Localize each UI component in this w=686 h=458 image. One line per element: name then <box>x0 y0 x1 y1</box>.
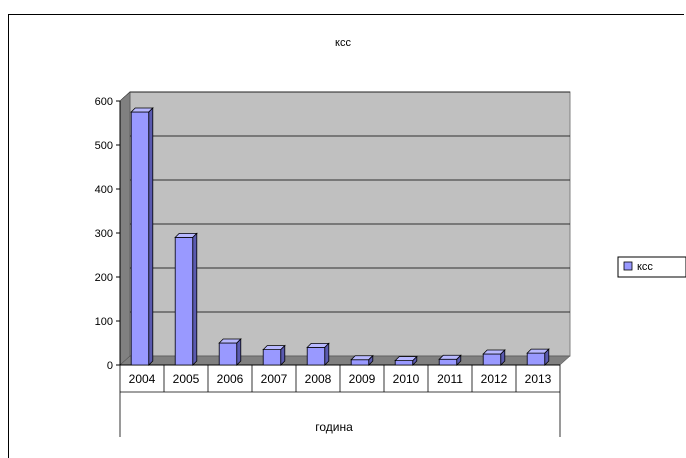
y-tick-label: 600 <box>95 96 113 108</box>
bar <box>306 342 330 366</box>
x-axis-table: 2004 2005 2006 2007 2008 2009 2010 2011 2012 2013 <box>119 365 561 437</box>
x-tick-label: 2011 <box>437 372 463 386</box>
bars <box>130 107 550 366</box>
bar-front <box>394 360 414 366</box>
bar <box>130 107 154 366</box>
x-tick-label: 2005 <box>173 372 200 386</box>
y-tick-label: 100 <box>95 316 113 328</box>
bar <box>482 349 506 366</box>
x-tick-label: 2004 <box>129 372 156 386</box>
x-tick-label: 2008 <box>305 372 332 386</box>
y-tick-label: 300 <box>95 228 113 240</box>
x-tick-label: 2010 <box>393 372 420 386</box>
bar-front <box>482 353 502 366</box>
bar-side <box>324 342 330 366</box>
bar-side <box>500 349 506 366</box>
bar-front <box>130 111 150 366</box>
y-tick-label: 0 <box>107 360 113 372</box>
bar-front <box>438 358 458 366</box>
bar <box>526 348 550 366</box>
legend-swatch <box>623 261 633 271</box>
bar-side <box>456 354 462 366</box>
bar <box>218 338 242 366</box>
bar-front <box>262 349 282 366</box>
plot-side-wall <box>119 91 131 366</box>
y-tick-label: 200 <box>95 272 113 284</box>
y-tick-label: 500 <box>95 140 113 152</box>
bar <box>350 354 374 366</box>
x-tick-label: 2012 <box>481 372 508 386</box>
bar <box>394 355 418 366</box>
bar-front <box>306 346 326 366</box>
x-tick-label: 2007 <box>261 372 288 386</box>
y-tick-label: 400 <box>95 184 113 196</box>
bar-side <box>148 107 154 366</box>
bar-front <box>350 359 370 366</box>
bar-side <box>412 355 418 366</box>
legend-label: ксс <box>637 261 653 273</box>
bar-side <box>544 348 550 366</box>
bar <box>262 344 286 366</box>
bar <box>438 354 462 366</box>
y-axis-ticks: 0 100 200 300 400 500 600 <box>95 96 120 372</box>
chart-frame <box>8 14 684 458</box>
legend: ксс <box>617 256 686 278</box>
bar-front <box>174 236 194 366</box>
legend-box <box>617 256 686 278</box>
bar <box>174 232 198 366</box>
bar-front <box>526 352 546 366</box>
x-tick-label: 2009 <box>349 372 376 386</box>
bar-side <box>280 344 286 366</box>
bar-side <box>236 338 242 366</box>
x-axis-label: година <box>315 420 353 434</box>
x-tick-label: 2013 <box>525 372 552 386</box>
chart-title: ксс <box>335 37 351 49</box>
bar-side <box>192 232 198 366</box>
bar-side <box>368 354 374 366</box>
bar-front <box>218 342 238 366</box>
x-tick-label: 2006 <box>217 372 244 386</box>
